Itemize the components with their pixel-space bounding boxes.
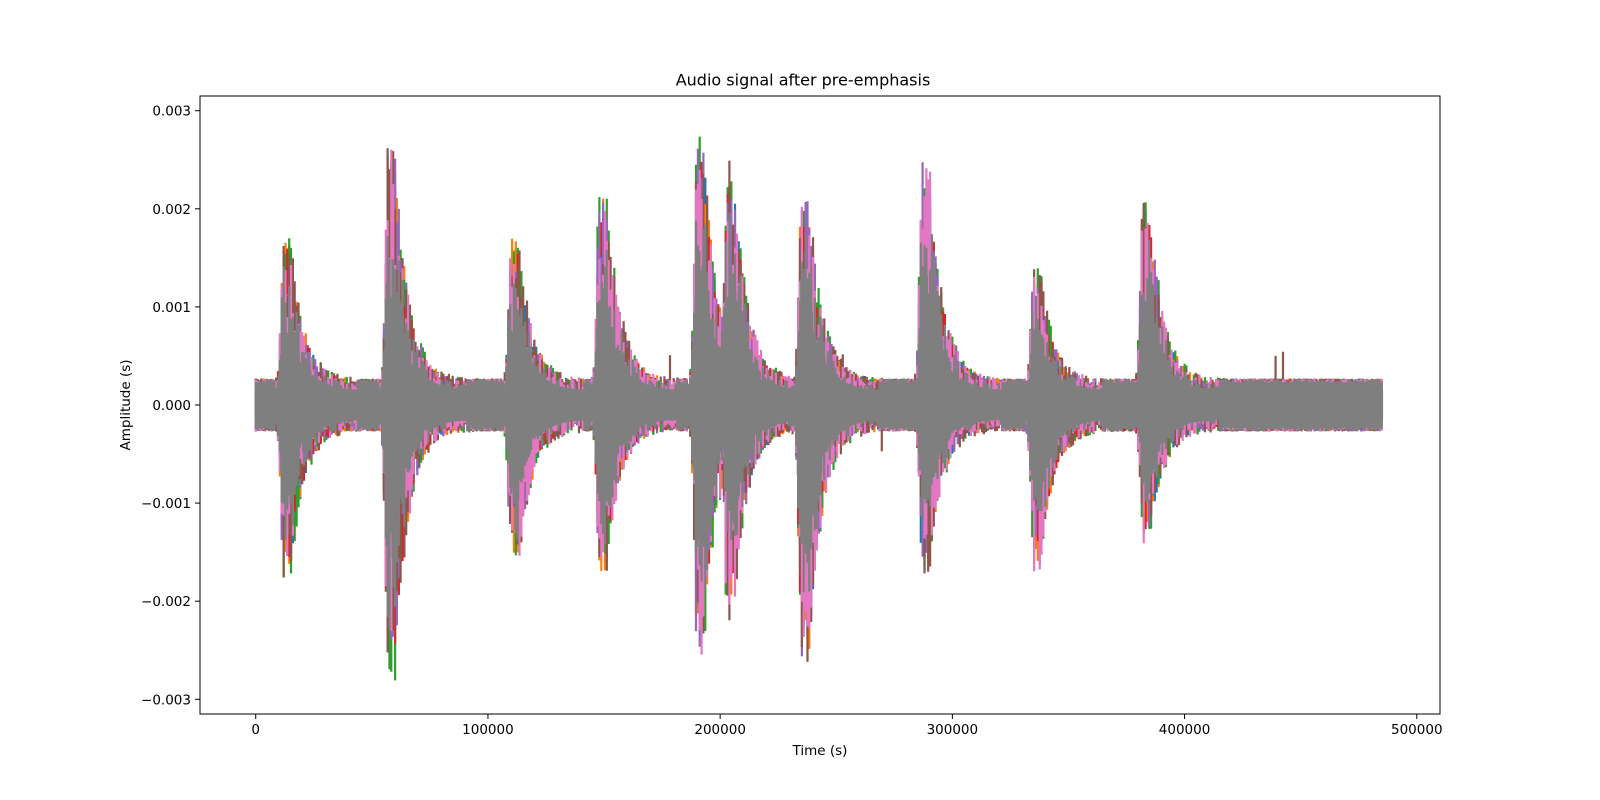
x-tick-label: 400000 <box>1159 722 1211 738</box>
y-axis-label: Amplitude (s) <box>118 359 134 450</box>
x-tick-label: 300000 <box>927 722 979 738</box>
x-axis-label: Time (s) <box>792 743 848 759</box>
y-tick-label: 0.000 <box>152 398 191 414</box>
plot-area <box>199 95 1441 715</box>
x-tick-label: 0 <box>251 722 260 738</box>
y-tick-label: −0.001 <box>141 496 191 512</box>
y-tick-label: −0.002 <box>141 594 191 610</box>
x-tick-label: 500000 <box>1391 722 1443 738</box>
x-axis: 0 100000 200000 300000 400000 500000 <box>251 714 1443 738</box>
series-layer <box>254 136 1384 681</box>
y-axis: −0.003 −0.002 −0.001 0.000 0.001 0.002 0.003 <box>141 104 200 708</box>
x-tick-label: 100000 <box>462 722 514 738</box>
x-tick-label: 200000 <box>694 722 746 738</box>
y-tick-label: 0.001 <box>152 300 191 316</box>
y-tick-label: −0.003 <box>141 692 191 708</box>
series-core-band <box>254 251 1384 559</box>
y-tick-label: 0.002 <box>152 202 191 218</box>
chart-title: Audio signal after pre-emphasis <box>676 71 931 90</box>
y-tick-label: 0.003 <box>152 104 191 120</box>
series-core-line <box>254 251 1384 559</box>
